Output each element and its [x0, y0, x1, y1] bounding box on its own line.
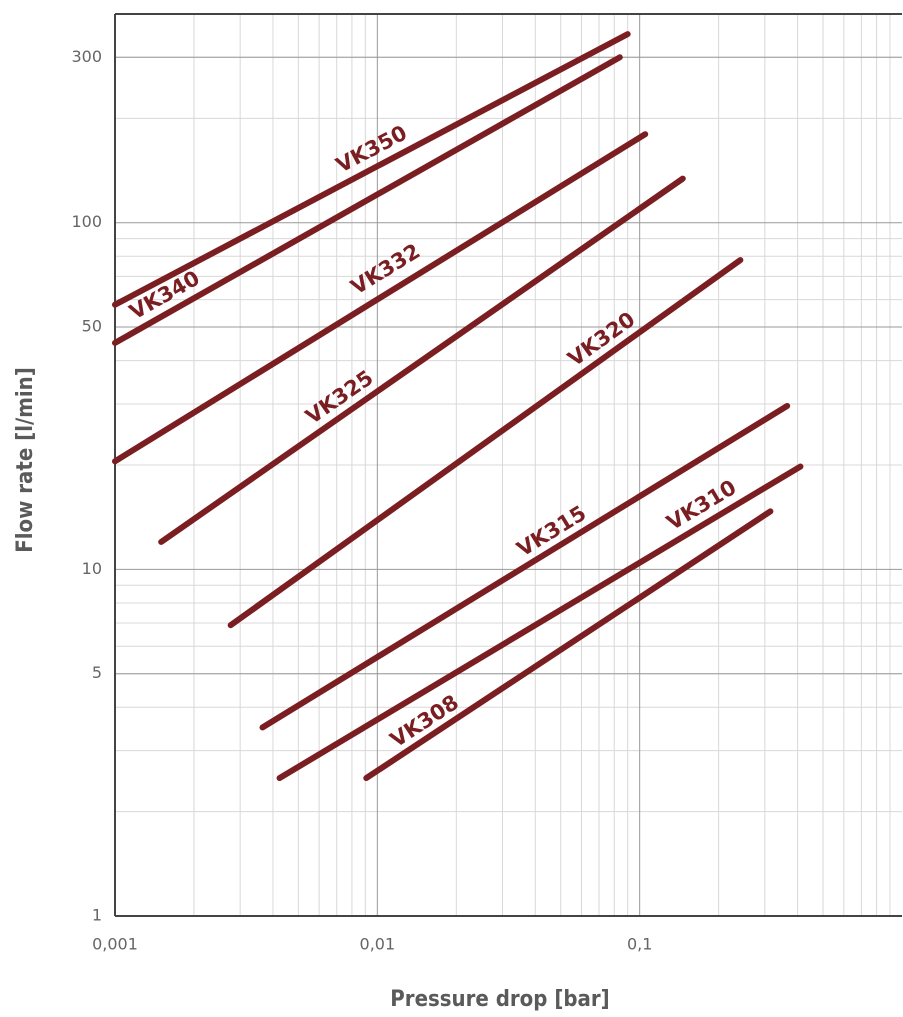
line: [158, 175, 686, 545]
y-tick-label: 300: [71, 47, 102, 66]
x-tick-label: 0,1: [627, 935, 652, 954]
line: [276, 463, 804, 782]
x-tick-label: 0,001: [92, 935, 138, 954]
y-tick-label: 50: [82, 317, 102, 336]
line: [112, 131, 649, 465]
x-tick-label: 0,01: [360, 935, 396, 954]
y-tick-label: 100: [71, 212, 102, 231]
line: [112, 54, 623, 346]
line: [363, 508, 774, 782]
y-tick-label: 1: [92, 906, 102, 925]
line: [259, 402, 791, 731]
line: [227, 257, 744, 629]
y-tick-label: 10: [82, 559, 102, 578]
line-label: VK332: [347, 239, 425, 300]
y-tick-label: 5: [92, 663, 102, 682]
y-axis-label: Flow rate [l/min]: [13, 367, 38, 553]
line: [112, 31, 631, 308]
x-axis-label: Pressure drop [bar]: [390, 987, 609, 1012]
